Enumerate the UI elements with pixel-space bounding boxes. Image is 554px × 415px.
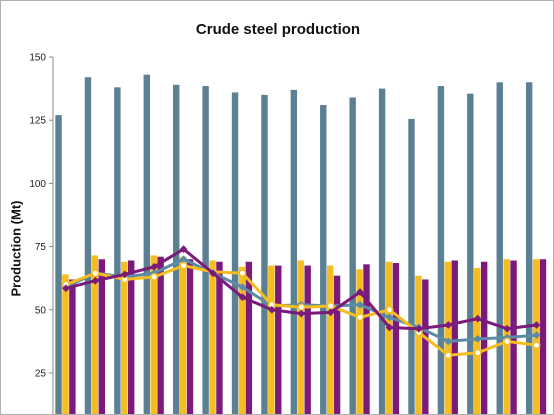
series-point	[267, 305, 276, 314]
bar	[496, 82, 503, 414]
bar	[304, 265, 311, 414]
series-point	[356, 300, 365, 309]
y-tick-label: 150	[29, 53, 46, 64]
bar	[245, 261, 253, 414]
y-tick-label: 25	[35, 369, 47, 380]
bar	[349, 97, 356, 414]
bar	[231, 92, 239, 414]
series-point	[473, 348, 482, 357]
series-point	[444, 351, 453, 360]
series-point	[179, 245, 188, 254]
series-point	[209, 269, 217, 278]
bar	[91, 255, 99, 414]
series-point	[179, 261, 188, 270]
series-point	[503, 324, 512, 333]
bar	[392, 263, 400, 414]
series-point	[120, 270, 129, 279]
series-point	[150, 262, 159, 271]
bar	[173, 84, 180, 414]
bar	[186, 259, 194, 414]
bar	[216, 261, 223, 414]
series-point	[297, 303, 306, 312]
bar	[297, 260, 304, 414]
series-point	[385, 313, 394, 322]
series-point	[532, 331, 541, 340]
bar	[467, 93, 474, 414]
chart-title: Crude steel production	[195, 21, 361, 38]
bar	[114, 87, 121, 414]
bar	[356, 269, 363, 414]
bar	[62, 274, 69, 414]
series-point	[326, 302, 335, 310]
bar	[333, 275, 341, 414]
series-point	[91, 269, 100, 278]
bar	[525, 82, 533, 414]
y-tick-label: 75	[35, 242, 47, 253]
bar	[261, 94, 268, 414]
bar	[179, 256, 187, 414]
bar	[121, 261, 128, 414]
series-point	[238, 269, 247, 278]
bar	[55, 115, 62, 414]
series-point	[326, 308, 335, 317]
series-point	[356, 288, 365, 297]
bar	[326, 265, 334, 414]
y-tick-label: 100	[29, 179, 46, 190]
bar	[238, 266, 246, 414]
bar	[415, 275, 422, 414]
bar	[143, 74, 150, 414]
series-point	[91, 276, 100, 285]
series-point	[238, 283, 247, 292]
series-point	[356, 313, 365, 322]
bar	[150, 255, 157, 414]
series-point	[532, 341, 541, 350]
series-point	[150, 272, 159, 281]
bar	[385, 261, 393, 414]
series-point	[532, 321, 541, 329]
series-point	[61, 284, 70, 293]
bar	[363, 264, 370, 414]
bar	[539, 259, 547, 414]
y-tick-label: 125	[29, 116, 46, 127]
series-point	[414, 324, 423, 333]
bar	[69, 279, 76, 414]
series-point	[297, 309, 306, 318]
bar	[128, 260, 135, 414]
series-point	[444, 337, 453, 346]
series-point	[238, 293, 247, 302]
bars-layer	[55, 74, 547, 414]
bar	[378, 88, 386, 414]
bar	[98, 259, 105, 414]
bar	[268, 265, 275, 414]
bar	[408, 118, 415, 414]
bar	[84, 77, 92, 414]
bar	[209, 260, 216, 414]
bar	[275, 265, 282, 414]
bar	[202, 86, 209, 414]
series-point	[385, 323, 394, 332]
axes-layer: 25 50 75 100 125 150	[29, 53, 54, 414]
bar	[157, 256, 164, 414]
bar	[451, 260, 458, 414]
bar	[422, 279, 429, 414]
series-point	[444, 321, 453, 329]
series-point	[473, 314, 482, 323]
bar	[320, 105, 327, 414]
series-point	[473, 334, 482, 343]
lines-layer	[61, 245, 541, 360]
series-point	[503, 337, 512, 346]
series-point	[385, 305, 394, 314]
bar	[290, 89, 298, 414]
bar	[437, 86, 445, 414]
bar	[444, 261, 452, 414]
y-tick-label: 50	[35, 305, 47, 316]
